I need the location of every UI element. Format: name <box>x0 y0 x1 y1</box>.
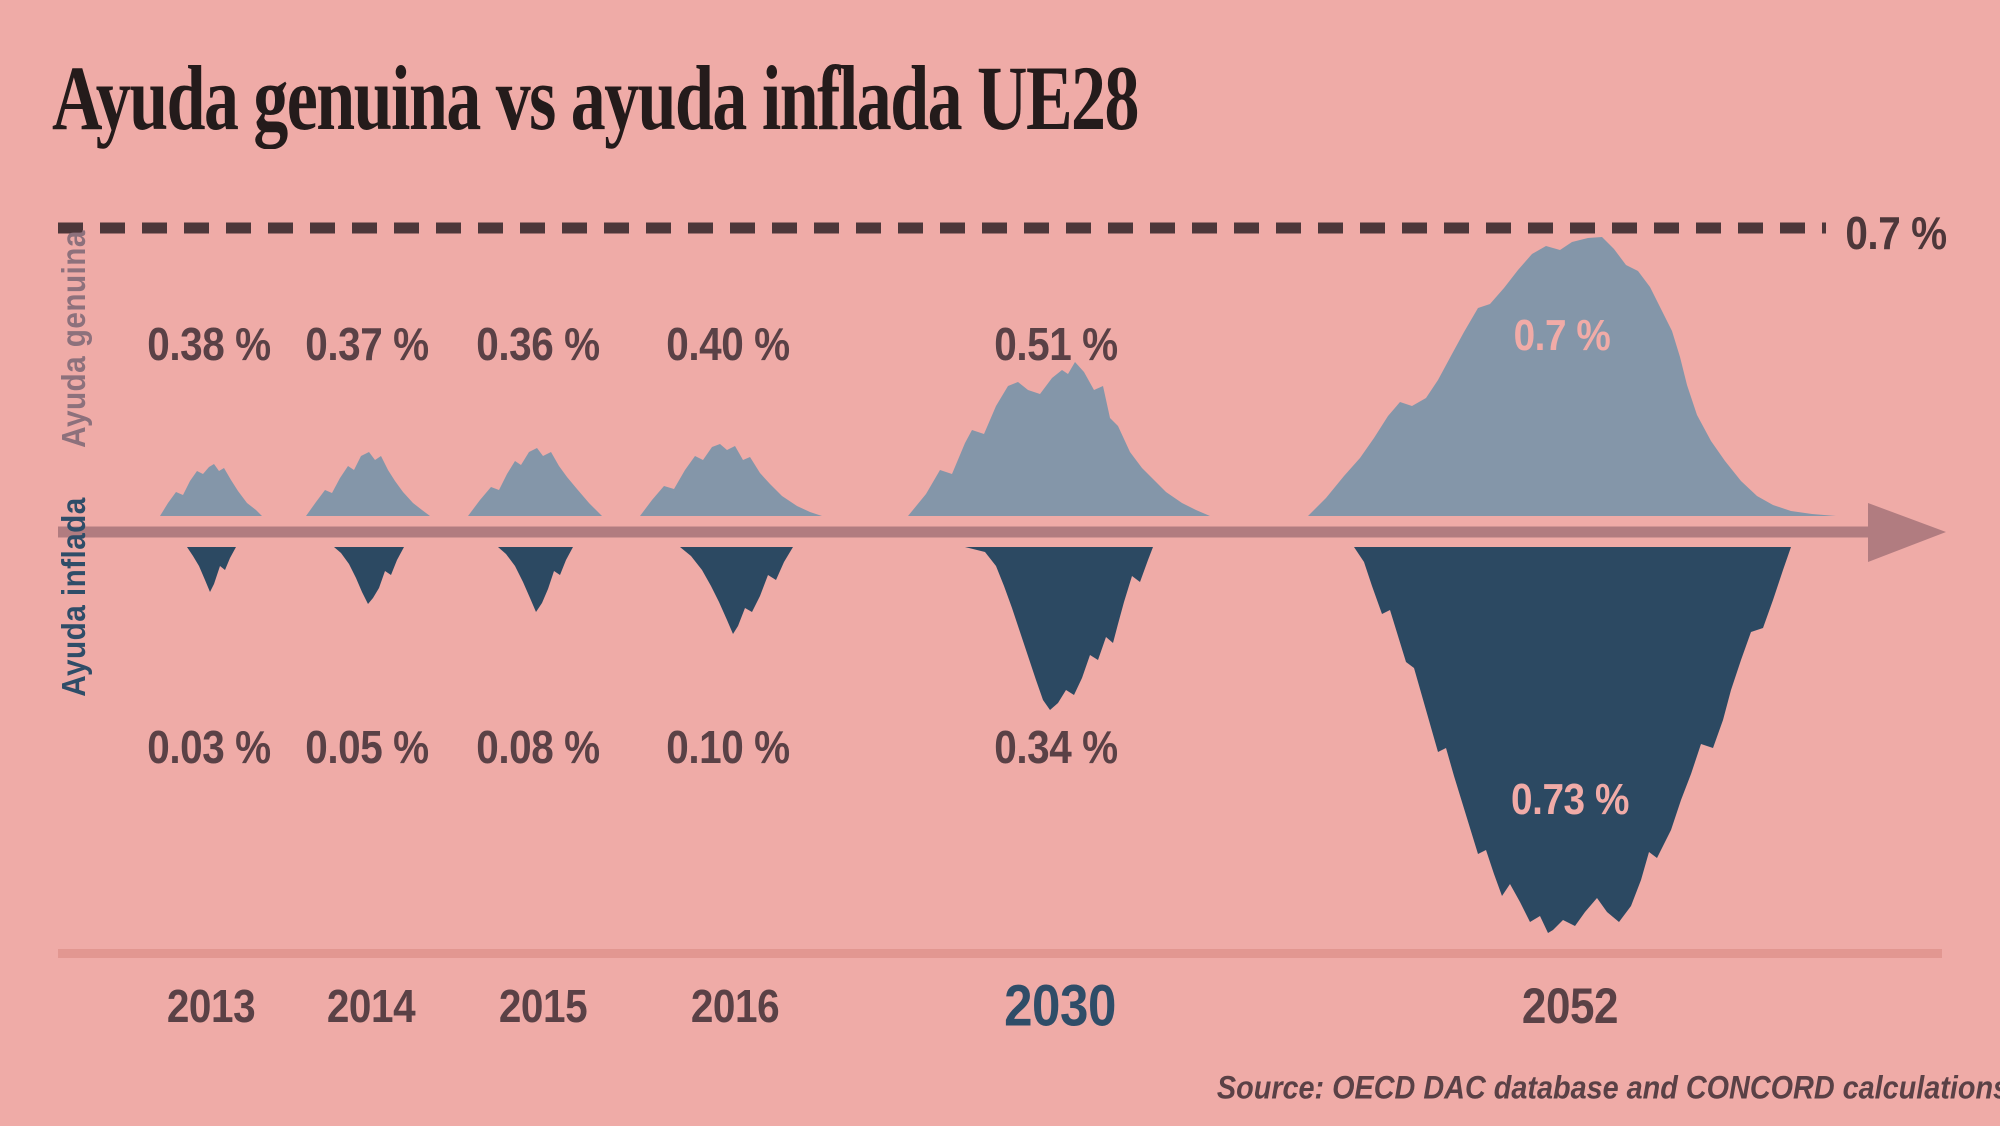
mountain-above-2015 <box>468 448 602 516</box>
genuina-value-2014: 0.37 % <box>305 318 429 370</box>
reference-line-label: 0.7 % <box>1845 207 1947 259</box>
mountain-below-2015 <box>498 547 573 612</box>
year-label-2013: 2013 <box>166 980 256 1032</box>
mountain-below-2013 <box>187 547 236 592</box>
genuina-mountains <box>160 237 1836 516</box>
inflada-value-2014: 0.05 % <box>305 721 429 773</box>
mountain-above-2013 <box>160 464 262 516</box>
mountain-above-2016 <box>640 444 822 516</box>
axis-label-ayuda-genuina: Ayuda genuina <box>55 230 92 448</box>
mountain-below-2052 <box>1354 547 1791 933</box>
genuina-value-2013: 0.38 % <box>147 318 271 370</box>
axis-arrowhead-icon <box>1868 503 1946 562</box>
inflada-value-2013: 0.03 % <box>147 721 271 773</box>
mountain-below-2016 <box>680 547 793 634</box>
mountain-above-2014 <box>306 452 430 516</box>
mountain-below-2014 <box>334 547 404 604</box>
genuina-value-2016: 0.40 % <box>666 318 790 370</box>
year-label-2030: 2030 <box>1004 973 1116 1039</box>
bottom-separator-line <box>58 949 1942 958</box>
mountain-below-2030 <box>965 547 1153 710</box>
page-title: Ayuda genuina vs ayuda inflada UE28 <box>52 47 1139 149</box>
inflada-value-2052: 0.73 % <box>1511 775 1629 824</box>
year-label-2016: 2016 <box>690 980 780 1032</box>
year-label-2015: 2015 <box>498 980 588 1032</box>
genuina-value-2015: 0.36 % <box>476 318 600 370</box>
inflada-value-2016: 0.10 % <box>666 721 790 773</box>
source-credit: Source: OECD DAC database and CONCORD ca… <box>1216 1069 2000 1106</box>
axis-label-ayuda-inflada: Ayuda inflada <box>55 497 92 697</box>
genuina-value-2030: 0.51 % <box>994 318 1118 370</box>
inflada-value-2030: 0.34 % <box>994 721 1118 773</box>
mountain-above-2030 <box>908 362 1210 516</box>
mountain-above-2052 <box>1308 237 1836 516</box>
genuina-value-2052: 0.7 % <box>1513 311 1611 360</box>
inflada-mountains <box>187 547 1791 933</box>
inflada-value-2015: 0.08 % <box>476 721 600 773</box>
year-label-2052: 2052 <box>1521 978 1619 1034</box>
year-label-2014: 2014 <box>326 980 416 1032</box>
